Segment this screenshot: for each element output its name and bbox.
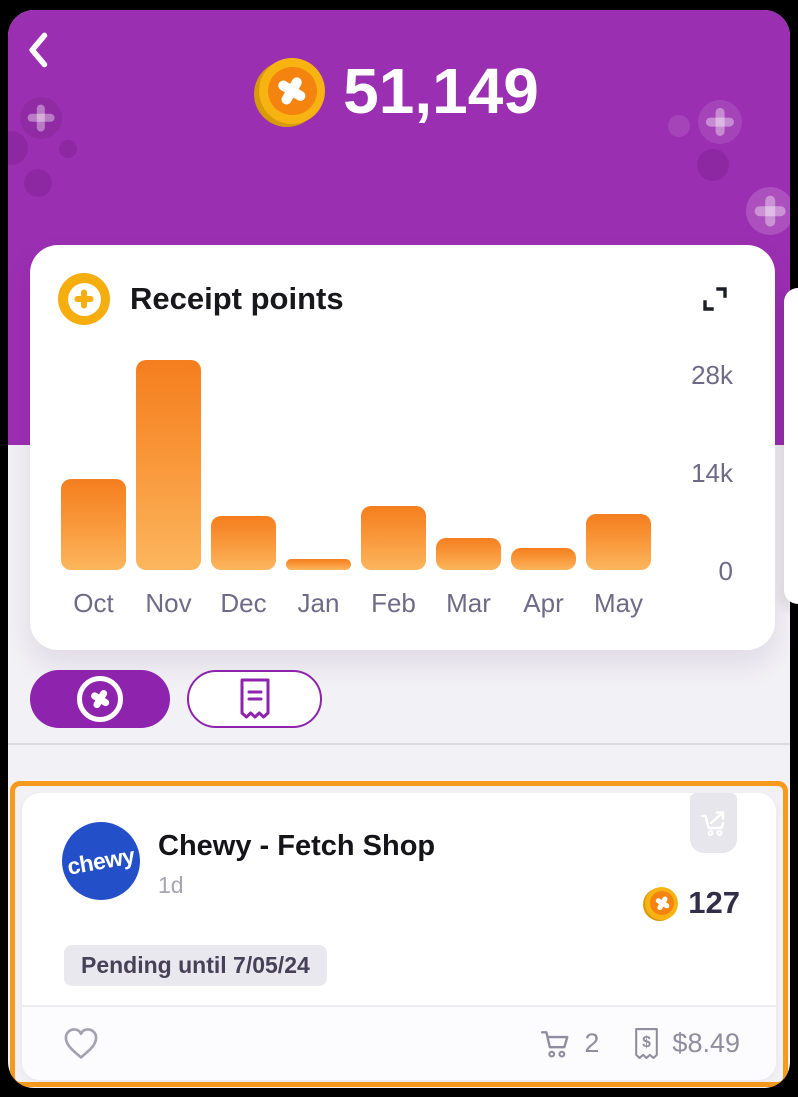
plus-decoration-icon (698, 100, 742, 144)
circle-decoration (697, 149, 729, 181)
receipt-points-card[interactable]: Receipt points Oct Nov Dec Jan Feb Mar Apr May … (30, 245, 775, 650)
shop-cart-badge[interactable] (690, 793, 737, 853)
circle-decoration (668, 115, 690, 137)
plus-decoration-icon (746, 187, 790, 235)
item-count: 2 (584, 1028, 600, 1058)
toggle-points-view[interactable] (30, 670, 170, 728)
back-button[interactable] (26, 28, 70, 72)
receipt-dollar-icon: $ (635, 1028, 659, 1059)
favorite-heart-button[interactable] (62, 1025, 102, 1063)
chart-x-labels: Oct Nov Dec Jan Feb Mar Apr May (61, 588, 656, 619)
points-balance-row: 51,149 (8, 54, 790, 128)
plus-circle-icon (58, 273, 110, 325)
next-card-peek[interactable] (784, 288, 798, 604)
coin-icon (77, 676, 123, 722)
shopping-cart-icon (541, 1030, 569, 1058)
offer-age: 1d (158, 872, 184, 898)
chevron-left-icon (29, 32, 48, 68)
chart-x-label: Feb (371, 588, 416, 618)
chart-bar-apr (511, 548, 576, 570)
chart-x-label: Mar (446, 588, 491, 618)
offer-card-chewy[interactable]: chewy Chewy - Fetch Shop 1d 127 Pending … (22, 793, 776, 1080)
view-toggles (30, 670, 322, 728)
chart-bar-oct (61, 479, 126, 570)
pending-status-badge: Pending until 7/05/24 (64, 945, 327, 986)
offer-points: 127 (645, 885, 740, 921)
points-balance: 51,149 (343, 55, 539, 127)
svg-text:$: $ (643, 1034, 652, 1051)
chart-x-label: Jan (297, 588, 340, 618)
chart-x-label: Dec (220, 588, 267, 618)
heart-outline-icon (64, 1027, 98, 1059)
fetch-coin-icon (259, 58, 326, 124)
receipt-card-header: Receipt points (58, 273, 731, 325)
chart-x-label: Nov (145, 588, 192, 618)
section-divider (8, 743, 790, 745)
toggle-receipts-view[interactable] (187, 670, 322, 728)
receipt-total: $8.49 (672, 1028, 740, 1058)
receipt-icon (240, 678, 269, 719)
app-screen: 51,149 Receipt points Oct Nov Dec Jan Feb Mar… (8, 10, 790, 1088)
cart-arrow-icon (700, 811, 724, 836)
chart-y-tick: 28k (691, 360, 733, 390)
merchant-name: Chewy - Fetch Shop (158, 830, 436, 862)
chart-x-label: Oct (73, 588, 114, 618)
chart-bar-dec (211, 516, 276, 570)
chewy-logo: chewy (62, 822, 140, 900)
chart-bar-may (586, 514, 651, 570)
circle-decoration (59, 140, 77, 158)
selected-offer-highlight: chewy Chewy - Fetch Shop 1d 127 Pending … (10, 781, 788, 1087)
chart-x-label: May (593, 588, 644, 618)
chart-bar-mar (436, 538, 501, 570)
chart-y-tick: 14k (691, 458, 733, 488)
chart-x-label: Apr (523, 588, 564, 618)
offer-points-value: 127 (688, 885, 740, 920)
card-title: Receipt points (130, 281, 344, 316)
expand-icon[interactable] (701, 284, 731, 314)
receipt-meta: 2 $ $8.49 (540, 1027, 740, 1060)
chart-y-tick: 0 (718, 556, 733, 586)
offer-card-footer: 2 $ $8.49 (22, 1005, 776, 1080)
circle-decoration (24, 169, 52, 197)
chart-bar-feb (361, 506, 426, 570)
chewy-logo-text: chewy (65, 841, 137, 880)
plus-decoration-icon (20, 97, 62, 139)
fetch-coin-icon (645, 886, 679, 920)
receipt-points-chart (61, 360, 656, 570)
chart-bar-jan (286, 559, 351, 570)
chart-bar-nov (136, 360, 201, 570)
circle-decoration (8, 131, 28, 165)
